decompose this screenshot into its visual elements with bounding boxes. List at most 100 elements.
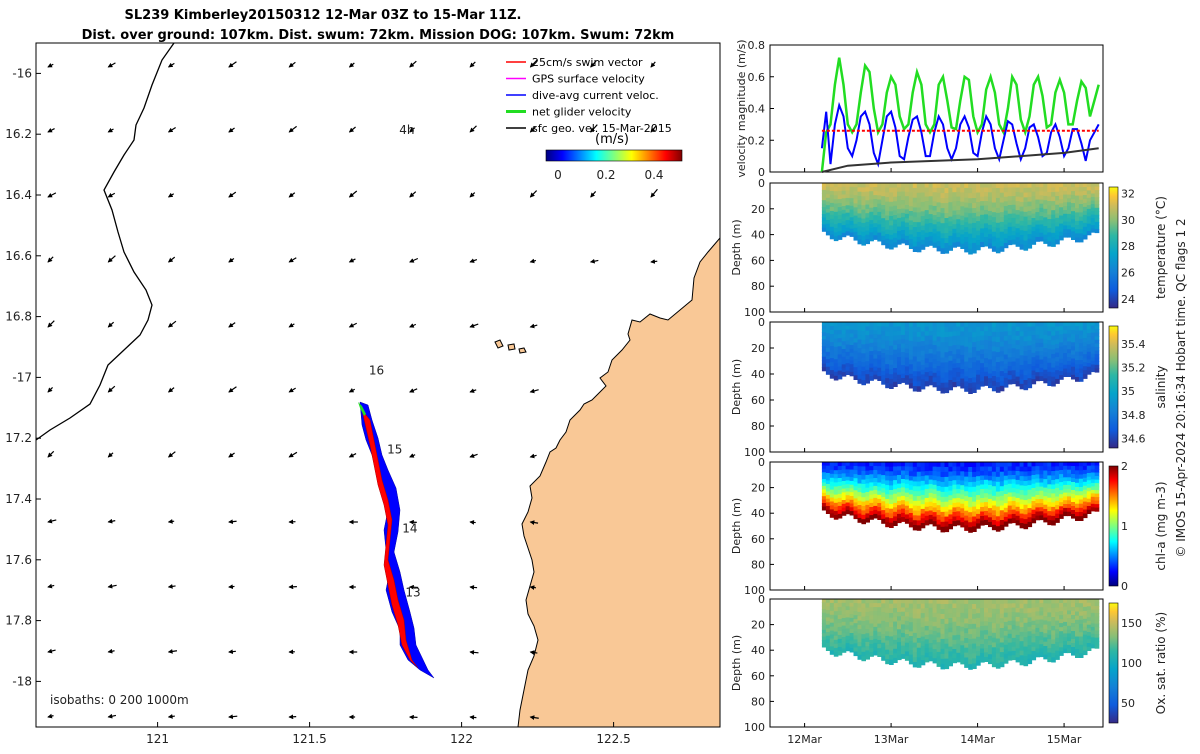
section-cell	[889, 240, 894, 245]
section-cell	[992, 232, 997, 238]
section-cell	[1000, 207, 1005, 213]
section-cell	[889, 604, 894, 609]
section-cell	[948, 500, 953, 505]
section-y-label: Depth (m)	[730, 498, 743, 554]
section-cell	[925, 604, 930, 609]
section-cell	[897, 492, 902, 497]
section-cell	[897, 505, 902, 510]
section-cell	[921, 327, 926, 332]
section-cell	[1028, 522, 1033, 527]
section-cell	[838, 375, 843, 380]
section-cell	[956, 372, 961, 377]
section-cell	[1071, 183, 1076, 188]
section-cell	[1016, 498, 1021, 503]
section-cell	[984, 327, 989, 332]
section-cell	[913, 376, 918, 382]
section-cell	[941, 213, 946, 219]
section-cell	[972, 624, 977, 630]
section-cell	[941, 243, 946, 249]
section-colorbar-label: salinity	[1154, 365, 1168, 408]
section-cell	[1028, 622, 1033, 627]
section-cell	[984, 475, 989, 480]
section-cell	[1000, 472, 1005, 477]
section-cell	[992, 462, 997, 467]
section-cell	[1051, 336, 1056, 341]
section-cell	[1051, 657, 1056, 662]
section-cell	[1087, 216, 1092, 220]
section-cell	[992, 227, 997, 233]
section-cell	[1087, 344, 1092, 348]
section-cell	[861, 214, 866, 219]
section-cell	[1008, 349, 1013, 354]
section-cell	[1000, 386, 1005, 392]
section-cell	[1000, 203, 1005, 209]
section-cell	[964, 362, 969, 368]
section-cell	[913, 614, 918, 619]
section-cell	[913, 652, 918, 657]
section-cell	[1008, 514, 1013, 519]
section-cell	[921, 230, 926, 235]
section-cell	[1051, 340, 1056, 345]
section-cell	[854, 611, 859, 616]
section-cell	[1071, 466, 1076, 471]
section-cell	[1000, 657, 1005, 662]
section-cell	[1095, 201, 1100, 205]
section-cell	[992, 467, 997, 472]
section-cell	[1043, 637, 1048, 642]
section-cell	[1095, 187, 1100, 191]
section-cell	[1028, 378, 1033, 383]
section-cell	[1043, 196, 1048, 201]
map-panel: -1616.216.416.616.8-1717.217.417.617.8-1…	[5, 43, 720, 746]
section-cell	[1043, 633, 1048, 638]
map-lon-tick-label: 121	[146, 732, 169, 746]
section-cell	[992, 638, 997, 643]
section-cell	[992, 237, 997, 243]
section-cell	[941, 218, 946, 224]
section-cell	[897, 192, 902, 197]
section-cell	[992, 327, 997, 333]
section-cell	[1024, 632, 1029, 637]
section-cell	[956, 237, 961, 242]
section-cell	[956, 349, 961, 354]
section-cell	[913, 604, 918, 609]
section-cell	[921, 240, 926, 245]
section-cell	[941, 337, 946, 343]
section-cell	[933, 378, 938, 383]
section-cell	[1024, 599, 1029, 604]
section-cell	[905, 621, 910, 626]
section-cell	[976, 197, 981, 202]
section-cell	[861, 219, 866, 224]
section-cell	[1028, 374, 1033, 379]
section-cell	[1008, 322, 1013, 327]
section-cell	[905, 358, 910, 363]
section-cell	[897, 331, 902, 336]
section-cell	[1051, 507, 1056, 512]
section-cell	[976, 495, 981, 500]
section-cell	[905, 466, 910, 471]
section-cell	[1051, 349, 1056, 354]
section-cell	[869, 359, 874, 364]
section-cell	[1071, 498, 1076, 503]
section-cell	[972, 663, 977, 669]
section-cell	[1000, 327, 1005, 333]
section-cell	[964, 222, 969, 228]
section-cell	[984, 219, 989, 224]
section-cell	[822, 336, 827, 340]
section-cell	[897, 514, 902, 519]
section-cell	[1087, 326, 1092, 330]
section-cell	[976, 476, 981, 481]
section-cell	[881, 227, 886, 232]
section-cell	[956, 322, 961, 327]
velocity-y-label: velocity magnitude (m/s)	[735, 39, 748, 177]
section-cell	[881, 214, 886, 219]
section-cell	[905, 353, 910, 358]
section-cell	[830, 470, 835, 475]
section-cell	[1071, 502, 1076, 507]
section-cell	[846, 224, 851, 228]
section-cell	[861, 617, 866, 622]
section-cell	[921, 245, 926, 250]
section-cell	[941, 644, 946, 650]
section-cell	[976, 235, 981, 240]
section-cell	[925, 475, 930, 480]
